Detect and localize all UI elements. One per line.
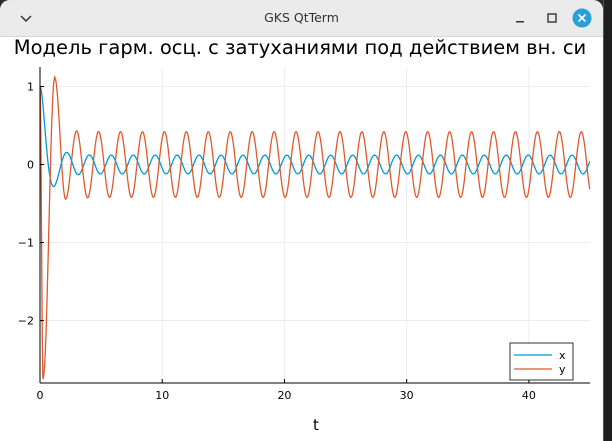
x-tick-label: 10 (155, 389, 169, 402)
series-lines (39, 74, 591, 380)
grid (39, 67, 590, 383)
chart-title: Модель гарм. осц. с затуханиями под дейс… (14, 37, 586, 59)
y-tick-label: −1 (18, 237, 34, 250)
x-tick-label: 40 (522, 389, 536, 402)
chevron-down-icon[interactable] (16, 8, 36, 28)
minimize-icon[interactable] (510, 8, 530, 28)
legend-label-x: x (559, 349, 566, 362)
chart: Модель гарм. осц. с затуханиями под дейс… (14, 36, 591, 434)
x-tick-label: 20 (277, 389, 291, 402)
background-terminal-edge (603, 0, 612, 441)
y-tick-label: −2 (18, 315, 34, 328)
window-title: GKS QtTerm (264, 10, 339, 25)
legend: x y (509, 342, 574, 381)
legend-box (509, 342, 574, 381)
series-line-y (39, 74, 591, 380)
title-bar[interactable]: GKS QtTerm (0, 0, 603, 37)
legend-label-y: y (559, 363, 566, 376)
y-tick-label: 0 (27, 159, 34, 172)
series-line-x (39, 85, 591, 188)
maximize-icon[interactable] (542, 8, 562, 28)
plot-area: Модель гарм. осц. с затуханиями под дейс… (0, 36, 603, 441)
axes (39, 67, 590, 384)
close-icon[interactable] (572, 8, 592, 28)
x-axis-label: t (313, 416, 319, 434)
x-tick-label: 30 (400, 389, 414, 402)
y-tick-label: 1 (27, 81, 34, 94)
x-tick-label: 0 (37, 389, 44, 402)
tick-labels: 0 10 20 30 40 −2 −1 0 1 (18, 81, 536, 402)
